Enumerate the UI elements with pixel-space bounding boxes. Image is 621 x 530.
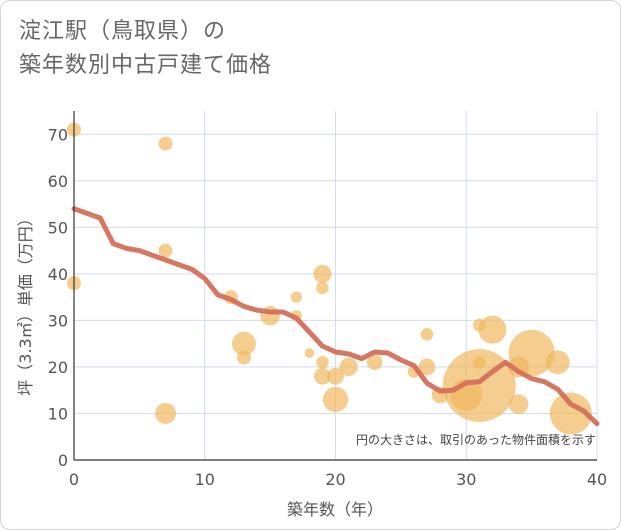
axes: 0 10 20 30 40 0 10 20 30 40 50 60 70 — [48, 111, 607, 489]
y-tick-label: 50 — [48, 218, 68, 237]
x-tick-label: 0 — [69, 470, 79, 489]
x-axis-title: 築年数（年） — [287, 500, 383, 519]
data-bubble — [327, 367, 344, 385]
chart-title-line-2: 築年数別中古戸建て価格 — [19, 53, 273, 78]
y-tick-label: 40 — [48, 265, 68, 284]
y-axis-title: 坪（3.3㎡）単価（万円） — [16, 210, 35, 395]
data-bubble — [367, 354, 383, 370]
grid-lines — [73, 111, 598, 461]
data-bubble — [418, 358, 436, 376]
data-bubble — [339, 357, 358, 377]
bubble-size-note: 円の大きさは、取引のあった物件面積を示す — [356, 432, 596, 447]
data-bubble — [313, 264, 332, 283]
y-tick-label: 20 — [48, 358, 68, 377]
data-bubble — [155, 402, 177, 424]
data-bubble — [158, 243, 173, 258]
data-bubble — [545, 350, 570, 375]
y-tick-label: 60 — [48, 172, 68, 191]
data-bubble — [290, 291, 302, 303]
y-tick-label: 30 — [48, 311, 68, 330]
data-bubble — [232, 331, 256, 356]
x-tick-label: 10 — [195, 470, 215, 489]
data-bubble — [508, 329, 555, 377]
trend-series — [71, 206, 600, 427]
x-tick-label: 40 — [587, 470, 607, 489]
chart-title: 淀江駅（鳥取県）の 築年数別中古戸建て価格 — [19, 15, 272, 83]
trend-line — [71, 206, 600, 427]
data-bubble — [508, 394, 529, 414]
bubble-series — [67, 122, 592, 435]
x-tick-label: 30 — [456, 470, 476, 489]
y-tick-label: 0 — [58, 451, 68, 470]
data-bubble — [322, 386, 349, 413]
data-bubble — [549, 392, 592, 435]
data-bubble — [158, 136, 173, 151]
data-bubble — [314, 367, 331, 385]
data-bubble — [316, 281, 329, 295]
data-bubble — [316, 355, 329, 369]
y-tick-label: 70 — [48, 125, 68, 144]
data-bubble — [236, 350, 251, 365]
data-bubble — [420, 328, 434, 341]
data-bubble — [304, 348, 315, 358]
y-tick-label: 10 — [48, 404, 68, 423]
data-bubble — [478, 315, 507, 344]
chart-title-line-1: 淀江駅（鳥取県）の — [19, 19, 227, 44]
x-tick-label: 20 — [325, 470, 345, 489]
